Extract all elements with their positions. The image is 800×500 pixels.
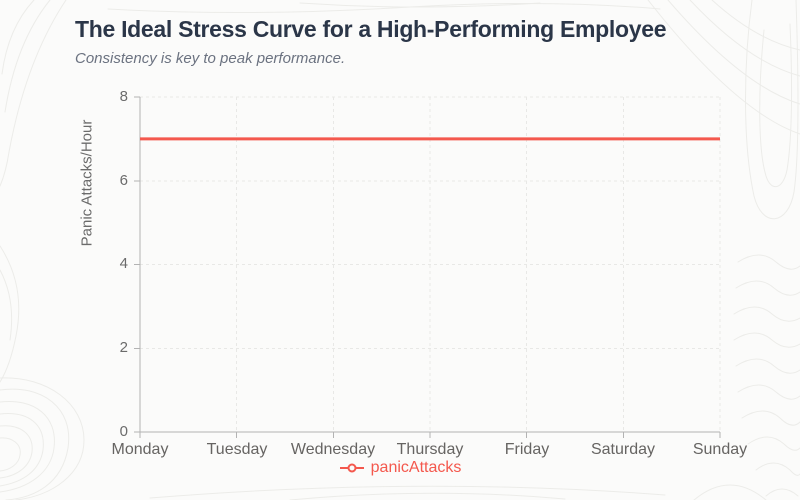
gridlines <box>140 96 721 432</box>
chart-subtitle: Consistency is key to peak performance. <box>75 50 346 67</box>
legend-label: panicAttacks <box>370 459 462 476</box>
y-tick-label: 2 <box>119 339 128 356</box>
y-tick-label: 0 <box>119 423 128 440</box>
x-tick-label: Tuesday <box>206 441 268 458</box>
legend: panicAttacks <box>0 459 800 477</box>
chart-title: The Ideal Stress Curve for a High-Perfor… <box>75 16 667 42</box>
y-axis-title: Panic Attacks/Hour <box>78 119 96 247</box>
legend-item-panicAttacks: panicAttacks <box>339 459 462 477</box>
x-tick-label: Monday <box>111 441 169 458</box>
x-tick-label: Wednesday <box>290 441 376 458</box>
y-tick-label: 6 <box>119 172 128 189</box>
y-tick-label: 4 <box>119 255 128 272</box>
line-series-icon <box>339 463 364 473</box>
x-tick-label: Thursday <box>396 441 464 458</box>
axes <box>134 96 721 438</box>
x-tick-label: Sunday <box>692 441 748 458</box>
y-tick-label: 8 <box>119 88 128 105</box>
x-tick-label: Friday <box>504 441 550 458</box>
x-tick-label: Saturday <box>590 441 656 458</box>
